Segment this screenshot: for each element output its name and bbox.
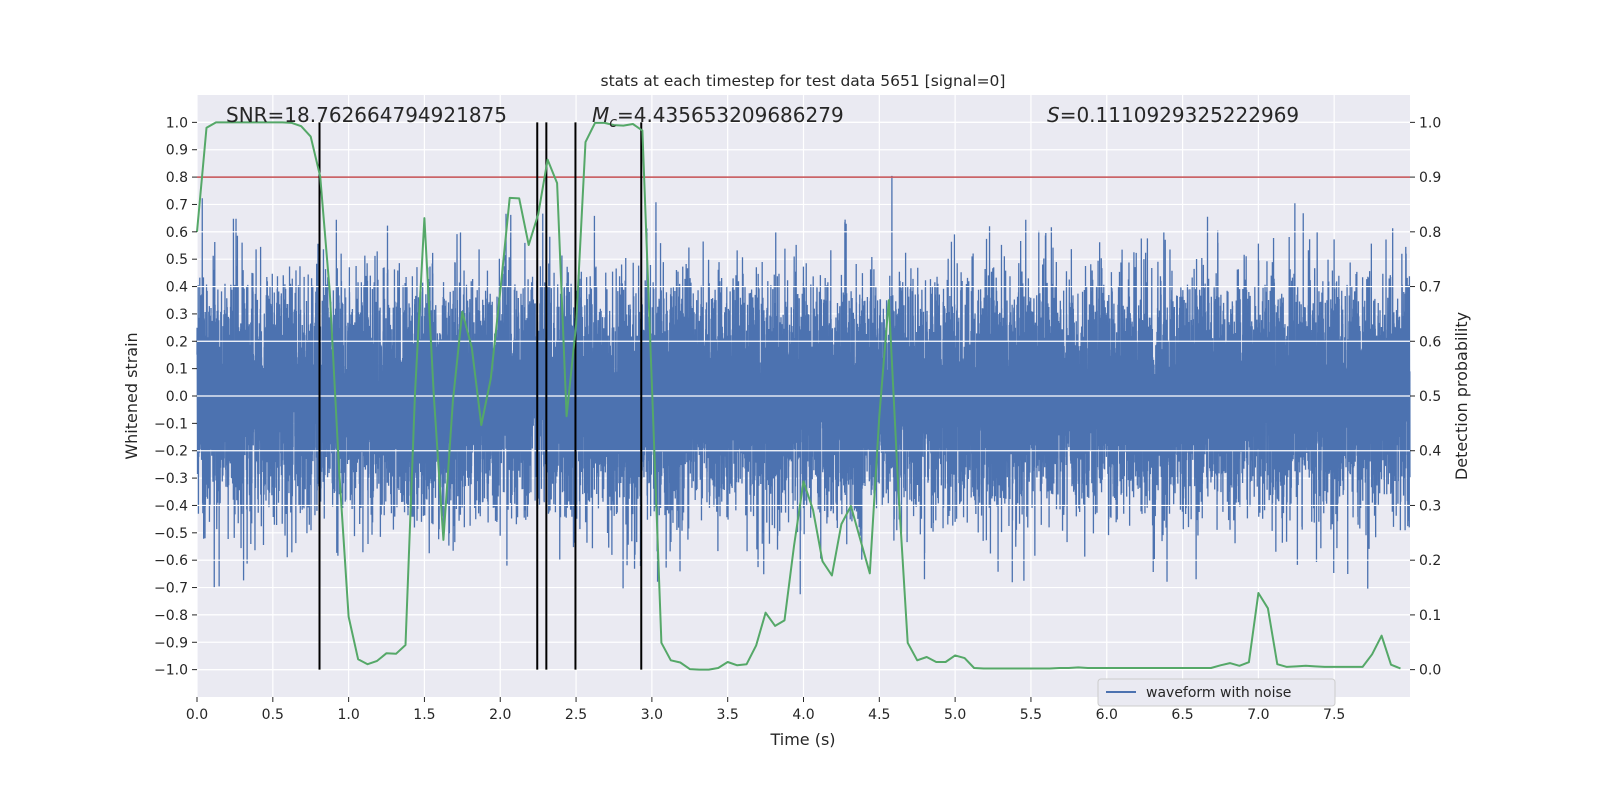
y-tick-label: 0.6 bbox=[166, 225, 188, 241]
y-tick-label: 0.2 bbox=[166, 334, 188, 350]
snr-annotation: SNR=18.762664794921875 bbox=[226, 103, 507, 127]
y2-tick-label: 0.8 bbox=[1419, 225, 1441, 241]
x-tick-label: 1.5 bbox=[413, 707, 435, 723]
x-tick-label: 3.5 bbox=[717, 707, 739, 723]
y-tick-label: 0.3 bbox=[166, 307, 188, 323]
y2-tick-label: 0.2 bbox=[1419, 553, 1441, 569]
x-tick-label: 0.0 bbox=[186, 707, 208, 723]
y-tick-label: −0.8 bbox=[154, 608, 188, 624]
x-tick-label: 2.0 bbox=[489, 707, 511, 723]
y2-axis-label: Detection probability bbox=[1452, 312, 1471, 480]
x-tick-label: 6.5 bbox=[1171, 707, 1193, 723]
y-tick-label: −0.7 bbox=[154, 581, 188, 597]
chart-title: stats at each timestep for test data 565… bbox=[601, 72, 1006, 90]
waveform-series bbox=[196, 175, 1411, 595]
x-tick-label: 4.0 bbox=[792, 707, 814, 723]
vertical-markers bbox=[318, 122, 643, 670]
detection-probability-line bbox=[196, 121, 1401, 671]
y-axis-label: Whitened strain bbox=[122, 332, 141, 459]
y-tick-label: 0.0 bbox=[166, 389, 188, 405]
y-tick-label: 0.8 bbox=[166, 170, 188, 186]
x-tick-label: 3.0 bbox=[641, 707, 663, 723]
x-tick-label: 2.5 bbox=[565, 707, 587, 723]
x-tick-label: 4.5 bbox=[868, 707, 890, 723]
y2-tick-label: 0.1 bbox=[1419, 608, 1441, 624]
y2-tick-label: 0.9 bbox=[1419, 170, 1441, 186]
chirp-mass-annotation: Mc=4.435653209686279 bbox=[592, 103, 844, 131]
x-tick-label: 7.5 bbox=[1323, 707, 1345, 723]
x-axis-ticks: 0.0 0.5 1.0 1.5 2.0 2.5 3.0 3.5 4.0 4.5 5.0 5.5 6.0 6… bbox=[186, 697, 1345, 723]
legend-label: waveform with noise bbox=[1146, 685, 1291, 701]
y2-tick-label: 0.7 bbox=[1419, 280, 1441, 296]
y-tick-label: 1.0 bbox=[166, 115, 188, 131]
x-tick-label: 7.0 bbox=[1247, 707, 1269, 723]
y-tick-label: −0.1 bbox=[154, 416, 188, 432]
waveform-line bbox=[196, 175, 1411, 595]
left-axis-ticks: 1.0 0.9 0.8 0.7 0.6 0.5 0.4 0.3 0.2 0.1 0.0 −0.1 −0.… bbox=[154, 115, 197, 679]
y2-tick-label: 0.4 bbox=[1419, 444, 1441, 460]
y2-tick-label: 1.0 bbox=[1419, 115, 1441, 131]
right-gridlines bbox=[197, 121, 1410, 671]
x-axis-label: Time (s) bbox=[769, 730, 835, 749]
x-tick-label: 6.0 bbox=[1096, 707, 1118, 723]
legend-box bbox=[1097, 678, 1336, 707]
y-tick-label: −0.9 bbox=[154, 635, 188, 651]
y-tick-label: −0.2 bbox=[154, 444, 188, 460]
y-tick-label: −0.6 bbox=[154, 553, 188, 569]
y-tick-label: −0.3 bbox=[154, 471, 188, 487]
legend: waveform with noise bbox=[1097, 678, 1336, 707]
x-tick-label: 0.5 bbox=[262, 707, 284, 723]
x-tick-label: 5.0 bbox=[944, 707, 966, 723]
y-tick-label: 0.5 bbox=[166, 252, 188, 268]
s-annotation: S=0.1110929325222969 bbox=[1047, 103, 1299, 127]
y-tick-label: 0.1 bbox=[166, 362, 188, 378]
y2-tick-label: 0.0 bbox=[1419, 663, 1441, 679]
y2-tick-label: 0.3 bbox=[1419, 498, 1441, 514]
y-tick-label: 0.7 bbox=[166, 197, 188, 213]
y2-tick-label: 0.6 bbox=[1419, 334, 1441, 350]
x-tick-label: 1.0 bbox=[337, 707, 359, 723]
y-tick-label: −0.5 bbox=[154, 526, 188, 542]
y-tick-label: −0.4 bbox=[154, 498, 188, 514]
y-tick-label: 0.9 bbox=[166, 143, 188, 159]
y-tick-label: 0.4 bbox=[166, 280, 188, 296]
y-tick-label: −1.0 bbox=[154, 663, 188, 679]
x-tick-label: 5.5 bbox=[1020, 707, 1042, 723]
y2-tick-label: 0.5 bbox=[1419, 389, 1441, 405]
right-axis-ticks: 1.0 0.9 0.8 0.7 0.6 0.5 0.4 0.3 0.2 0.1 0.0 bbox=[1410, 115, 1441, 679]
